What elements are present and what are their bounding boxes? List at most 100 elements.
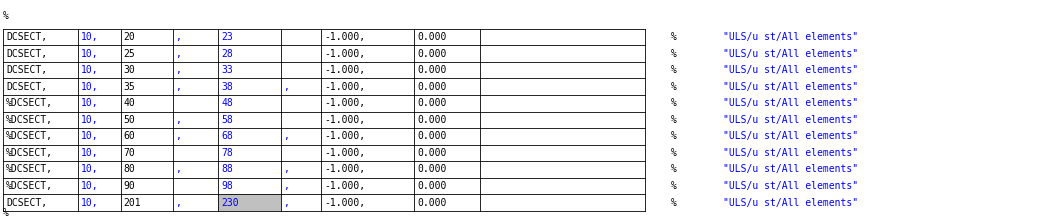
Text: "ULS/u st/All elements": "ULS/u st/All elements" — [723, 148, 858, 158]
Text: ,: , — [175, 49, 181, 59]
Text: "ULS/u st/All elements": "ULS/u st/All elements" — [723, 115, 858, 125]
Text: 90: 90 — [124, 181, 135, 191]
Text: ,: , — [175, 82, 181, 92]
Text: 68: 68 — [221, 131, 233, 141]
Text: DCSECT,: DCSECT, — [6, 198, 47, 208]
Text: "ULS/u st/All elements": "ULS/u st/All elements" — [723, 82, 858, 92]
Text: 10,: 10, — [81, 148, 99, 158]
Text: "ULS/u st/All elements": "ULS/u st/All elements" — [723, 49, 858, 59]
Text: 70: 70 — [124, 148, 135, 158]
Text: 80: 80 — [124, 165, 135, 174]
Text: %: % — [671, 198, 677, 208]
Text: "ULS/u st/All elements": "ULS/u st/All elements" — [723, 65, 858, 75]
Text: "ULS/u st/All elements": "ULS/u st/All elements" — [723, 198, 858, 208]
Text: ,: , — [283, 181, 289, 191]
Text: %: % — [671, 65, 677, 75]
Text: 10,: 10, — [81, 32, 99, 42]
Text: 0.000: 0.000 — [417, 32, 446, 42]
Text: 230: 230 — [221, 198, 239, 208]
Text: ,: , — [283, 82, 289, 92]
Text: %: % — [671, 148, 677, 158]
Text: 35: 35 — [124, 82, 135, 92]
Text: -1.000,: -1.000, — [324, 82, 365, 92]
Text: -1.000,: -1.000, — [324, 198, 365, 208]
Text: 20: 20 — [124, 32, 135, 42]
Text: DCSECT,: DCSECT, — [6, 82, 47, 92]
Text: %: % — [3, 10, 9, 21]
Text: %: % — [671, 115, 677, 125]
Text: %DCSECT,: %DCSECT, — [6, 148, 53, 158]
Text: -1.000,: -1.000, — [324, 115, 365, 125]
Text: 10,: 10, — [81, 65, 99, 75]
Text: 0.000: 0.000 — [417, 82, 446, 92]
Text: %: % — [671, 98, 677, 108]
Text: 98: 98 — [221, 181, 233, 191]
Text: 10,: 10, — [81, 49, 99, 59]
Text: 10,: 10, — [81, 165, 99, 174]
Text: -1.000,: -1.000, — [324, 98, 365, 108]
Text: 0.000: 0.000 — [417, 65, 446, 75]
Text: -1.000,: -1.000, — [324, 49, 365, 59]
Text: %: % — [671, 181, 677, 191]
Text: 0.000: 0.000 — [417, 98, 446, 108]
Text: ,: , — [283, 131, 289, 141]
Text: 10,: 10, — [81, 98, 99, 108]
Text: 40: 40 — [124, 98, 135, 108]
Text: %: % — [671, 32, 677, 42]
Text: 23: 23 — [221, 32, 233, 42]
Text: %: % — [671, 165, 677, 174]
Text: ,: , — [175, 198, 181, 208]
Text: 10,: 10, — [81, 115, 99, 125]
Bar — [218, 194, 281, 211]
Text: 10,: 10, — [81, 82, 99, 92]
Text: "ULS/u st/All elements": "ULS/u st/All elements" — [723, 131, 858, 141]
Text: -1.000,: -1.000, — [324, 131, 365, 141]
Text: 10,: 10, — [81, 198, 99, 208]
Text: "ULS/u st/All elements": "ULS/u st/All elements" — [723, 181, 858, 191]
Text: DCSECT,: DCSECT, — [6, 49, 47, 59]
Text: %DCSECT,: %DCSECT, — [6, 115, 53, 125]
Text: 201: 201 — [124, 198, 141, 208]
Text: 0.000: 0.000 — [417, 49, 446, 59]
Text: "ULS/u st/All elements": "ULS/u st/All elements" — [723, 98, 858, 108]
Text: %DCSECT,: %DCSECT, — [6, 181, 53, 191]
Text: 38: 38 — [221, 82, 233, 92]
Text: %DCSECT,: %DCSECT, — [6, 131, 53, 141]
Text: ,: , — [175, 131, 181, 141]
Text: 25: 25 — [124, 49, 135, 59]
Text: 0.000: 0.000 — [417, 131, 446, 141]
Text: %: % — [671, 131, 677, 141]
Text: ,: , — [175, 32, 181, 42]
Text: 78: 78 — [221, 148, 233, 158]
Text: 0.000: 0.000 — [417, 115, 446, 125]
Text: %: % — [3, 208, 9, 218]
Text: %DCSECT,: %DCSECT, — [6, 165, 53, 174]
Text: 30: 30 — [124, 65, 135, 75]
Text: %DCSECT,: %DCSECT, — [6, 98, 53, 108]
Text: ,: , — [175, 165, 181, 174]
Text: 48: 48 — [221, 98, 233, 108]
Text: %: % — [671, 82, 677, 92]
Text: 58: 58 — [221, 115, 233, 125]
Text: -1.000,: -1.000, — [324, 32, 365, 42]
Text: ,: , — [283, 198, 289, 208]
Text: %: % — [671, 49, 677, 59]
Text: "ULS/u st/All elements": "ULS/u st/All elements" — [723, 32, 858, 42]
Text: DCSECT,: DCSECT, — [6, 65, 47, 75]
Text: -1.000,: -1.000, — [324, 148, 365, 158]
Text: 0.000: 0.000 — [417, 165, 446, 174]
Text: ,: , — [175, 115, 181, 125]
Text: 0.000: 0.000 — [417, 181, 446, 191]
Text: 28: 28 — [221, 49, 233, 59]
Text: 33: 33 — [221, 65, 233, 75]
Text: -1.000,: -1.000, — [324, 65, 365, 75]
Text: 0.000: 0.000 — [417, 148, 446, 158]
Text: -1.000,: -1.000, — [324, 165, 365, 174]
Text: ,: , — [175, 65, 181, 75]
Text: 0.000: 0.000 — [417, 198, 446, 208]
Text: "ULS/u st/All elements": "ULS/u st/All elements" — [723, 165, 858, 174]
Text: 60: 60 — [124, 131, 135, 141]
Text: DCSECT,: DCSECT, — [6, 32, 47, 42]
Text: 88: 88 — [221, 165, 233, 174]
Text: -1.000,: -1.000, — [324, 181, 365, 191]
